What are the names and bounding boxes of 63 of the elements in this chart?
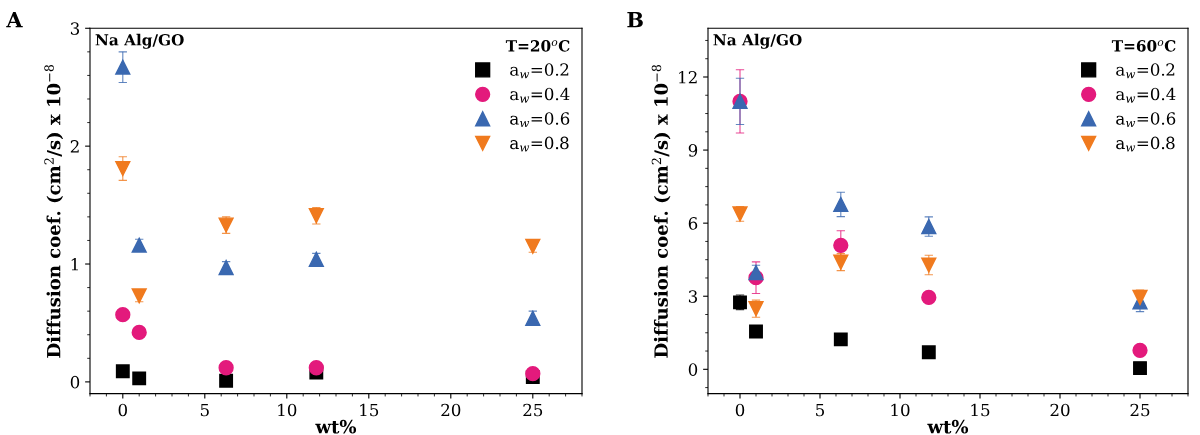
chart-title: B bbox=[627, 12, 643, 28]
y-axis-title: Diffusion coef. (cm$^{2}$/s) x 10$^{−8}$ bbox=[651, 64, 671, 358]
annotation: Na Alg/GO bbox=[713, 33, 802, 49]
point bbox=[218, 259, 234, 276]
point bbox=[308, 251, 324, 267]
point bbox=[115, 59, 131, 75]
point bbox=[1133, 361, 1147, 376]
x-tick-label: 0 bbox=[118, 403, 127, 417]
y-tick-label: 0 bbox=[70, 375, 80, 389]
point bbox=[921, 289, 937, 306]
x-tick-label: 25 bbox=[1130, 403, 1150, 417]
legend-label: a$_{w}$=0.4 bbox=[1116, 87, 1176, 103]
x-tick-label: 20 bbox=[1050, 403, 1070, 417]
y-axis-title: Diffusion coef. (cm$^{2}$/s) x 10$^{−8}$ bbox=[44, 64, 64, 358]
annotation: Na Alg/GO bbox=[95, 33, 184, 49]
y-tick-label: 3 bbox=[70, 22, 80, 35]
legend-title: T=20$^{o}$C bbox=[505, 40, 570, 52]
point bbox=[1132, 342, 1148, 358]
x-tick-label: 20 bbox=[441, 403, 461, 417]
legend-label: a$_{w}$=0.6 bbox=[510, 112, 570, 128]
point bbox=[115, 160, 131, 177]
legend-label: a$_{w}$=0.8 bbox=[1116, 136, 1175, 152]
chart-title: A bbox=[6, 12, 23, 28]
point bbox=[115, 307, 131, 323]
point bbox=[115, 364, 130, 379]
point bbox=[131, 237, 147, 253]
x-tick-label: 10 bbox=[278, 403, 297, 417]
legend-label: a$_{w}$=0.6 bbox=[1116, 112, 1176, 128]
point bbox=[749, 324, 763, 339]
x-tick-label: 25 bbox=[523, 403, 543, 417]
y-tick-label: 3 bbox=[688, 290, 698, 303]
x-tick-label: 5 bbox=[200, 403, 209, 417]
point bbox=[833, 332, 848, 347]
y-tick-label: 6 bbox=[688, 217, 698, 230]
point bbox=[921, 345, 936, 360]
point bbox=[525, 365, 541, 382]
legend-label: a$_{w}$=0.8 bbox=[510, 136, 569, 152]
legend-label: a$_{w}$=0.4 bbox=[510, 87, 570, 103]
legend-label: a$_{w}$=0.2 bbox=[510, 63, 569, 79]
y-tick-label: 9 bbox=[688, 144, 698, 157]
legend-label: a$_{w}$=0.2 bbox=[1116, 63, 1175, 79]
y-tick-label: 2 bbox=[70, 140, 79, 153]
point bbox=[131, 324, 147, 341]
legend-title: T=60$^{o}$C bbox=[1111, 40, 1176, 52]
x-axis-title: wt% bbox=[315, 419, 357, 434]
x-tick-label: 15 bbox=[971, 403, 990, 417]
point bbox=[833, 196, 849, 213]
x-tick-label: 15 bbox=[360, 403, 379, 417]
x-tick-label: 10 bbox=[891, 403, 910, 417]
point bbox=[833, 237, 849, 253]
point bbox=[525, 238, 541, 254]
x-tick-label: 5 bbox=[816, 403, 825, 417]
y-tick-label: 12 bbox=[679, 70, 697, 84]
point bbox=[131, 288, 147, 304]
x-tick-label: 0 bbox=[735, 403, 745, 417]
point bbox=[1132, 289, 1148, 306]
x-axis-title: wt% bbox=[927, 419, 969, 434]
point bbox=[132, 371, 147, 386]
point bbox=[219, 373, 234, 388]
y-tick-label: 1 bbox=[71, 257, 78, 271]
point bbox=[218, 360, 234, 376]
point bbox=[308, 360, 324, 376]
y-tick-label: 0 bbox=[688, 363, 698, 376]
